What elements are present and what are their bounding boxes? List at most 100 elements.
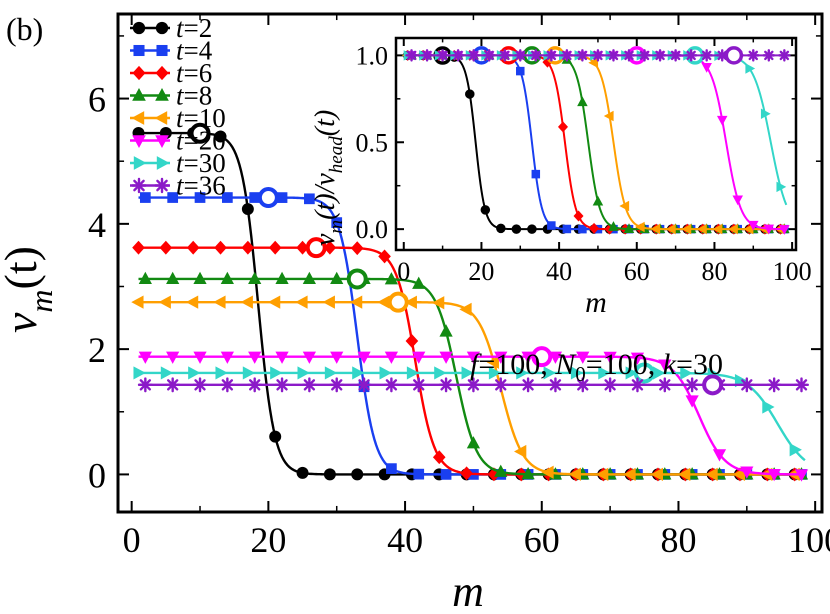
inset-series-t36 <box>405 46 791 65</box>
main-point <box>379 366 392 380</box>
main-x-tick-label: 80 <box>660 520 696 560</box>
main-point <box>568 467 581 481</box>
main-point <box>185 295 199 309</box>
main-x-tick-label: 40 <box>387 520 423 560</box>
main-point <box>406 366 420 380</box>
main-point <box>488 366 502 380</box>
legend-label: t=2 <box>176 13 212 43</box>
main-point <box>412 276 426 289</box>
main-point <box>466 351 481 364</box>
main-series-t36 <box>137 374 809 396</box>
inset-x-tick-label: 100 <box>773 257 812 286</box>
main-point <box>220 351 234 364</box>
main-point <box>139 192 151 203</box>
main-point <box>323 468 336 481</box>
main-head-marker <box>189 122 211 144</box>
main-point <box>789 443 802 457</box>
main-point <box>543 366 556 380</box>
main-head-marker <box>387 291 409 313</box>
main-plot: 0 20 40 60 80 100 0 2 4 6 vm(t) m f=100, N0=100, … <box>0 12 830 614</box>
panel-label: (b) <box>6 11 43 47</box>
main-point <box>269 430 282 443</box>
inset-point <box>745 63 756 74</box>
main-point <box>378 249 391 264</box>
inset-point <box>577 96 588 107</box>
main-point <box>302 351 316 364</box>
inset-point <box>760 108 771 119</box>
legend-label: t=36 <box>176 171 226 201</box>
main-point <box>213 295 226 309</box>
inset-point <box>531 169 541 179</box>
inset-point <box>511 224 522 234</box>
inset-point <box>650 223 661 235</box>
main-point <box>514 444 527 459</box>
main-point <box>357 351 371 364</box>
main-point <box>794 469 809 482</box>
legend-marker <box>133 44 145 57</box>
main-point <box>240 295 253 309</box>
inset-point <box>576 49 589 62</box>
inset-background <box>396 38 796 250</box>
inset-y-axis-label: vm(t)/vhead(t) <box>310 110 347 246</box>
main-point <box>330 351 344 364</box>
inset-point <box>779 225 790 235</box>
inset-point <box>603 110 614 122</box>
legend-label: t=8 <box>176 81 212 111</box>
main-point <box>351 468 364 481</box>
legend-marker <box>155 135 169 148</box>
inset-point <box>483 49 496 62</box>
main-head-marker <box>702 374 724 396</box>
main-head-marker <box>531 346 553 368</box>
main-point <box>296 466 309 479</box>
main-point <box>270 366 283 380</box>
main-point <box>331 217 343 228</box>
main-point <box>657 377 673 393</box>
main-point <box>712 449 727 462</box>
inset-point <box>547 221 556 230</box>
legend-marker <box>156 156 170 170</box>
main-point <box>432 450 446 465</box>
main-point <box>188 366 201 380</box>
main-point <box>658 359 672 372</box>
inset-point <box>562 224 572 234</box>
main-point <box>276 192 288 203</box>
inset-point <box>728 223 738 235</box>
main-x-tick-label: 0 <box>123 520 141 560</box>
main-point <box>740 466 754 479</box>
main-point <box>521 351 535 364</box>
inset-point <box>465 89 475 99</box>
inset-point <box>514 49 527 62</box>
inset-point <box>592 195 604 206</box>
inset-point <box>653 49 667 62</box>
legend-marker <box>156 44 168 57</box>
main-point <box>404 295 417 309</box>
inset-point <box>712 223 723 235</box>
main-point <box>296 240 309 255</box>
main-point <box>623 467 636 482</box>
inset-series-group <box>401 46 791 235</box>
main-point <box>249 192 261 203</box>
main-point <box>193 351 207 364</box>
main-point <box>350 241 364 256</box>
inset-point <box>681 223 692 235</box>
main-point <box>214 130 227 143</box>
inset-point <box>743 223 754 235</box>
main-point <box>650 467 664 482</box>
main-point <box>629 377 645 393</box>
inset-point <box>701 63 712 73</box>
legend-label: t=30 <box>176 148 226 178</box>
main-point <box>602 377 618 393</box>
main-point <box>268 240 282 255</box>
main-point <box>705 467 718 482</box>
main-point <box>431 296 445 310</box>
inset-point <box>608 221 619 231</box>
main-point <box>576 351 590 364</box>
legend-marker <box>155 65 169 81</box>
legend-marker <box>132 21 146 35</box>
legend-entry: t=20 <box>130 126 226 156</box>
main-point <box>739 377 755 393</box>
legend-marker <box>133 156 147 170</box>
legend-entry: t=4 <box>130 36 213 66</box>
main-x-tick-label: 20 <box>250 520 286 560</box>
main-tick-labels: 0 20 40 60 80 100 0 2 4 6 <box>88 80 830 560</box>
